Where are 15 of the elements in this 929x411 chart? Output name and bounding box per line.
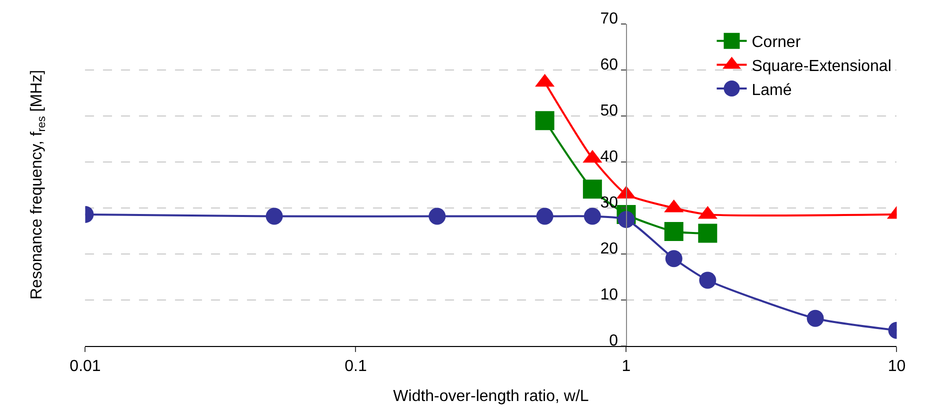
legend-label: Corner xyxy=(752,34,802,52)
legend-label: Square-Extensional xyxy=(752,58,892,75)
x-axis-title: Width-over-length ratio, w/L xyxy=(393,388,589,405)
y-tick-label: 60 xyxy=(600,56,618,74)
y-tick-label: 20 xyxy=(600,240,618,258)
legend-label: Lamé xyxy=(752,82,792,99)
y-tick-label: 40 xyxy=(600,148,618,166)
y-tick-label: 10 xyxy=(600,286,618,304)
x-tick-label: 0.01 xyxy=(70,358,101,376)
x-tick-label: 0.1 xyxy=(344,358,367,376)
y-tick-label: 70 xyxy=(600,10,618,28)
y-tick-label: 0 xyxy=(609,332,618,350)
x-tick-label: 10 xyxy=(888,358,906,376)
y-tick-label: 50 xyxy=(600,102,618,120)
x-tick-label: 1 xyxy=(622,358,631,376)
